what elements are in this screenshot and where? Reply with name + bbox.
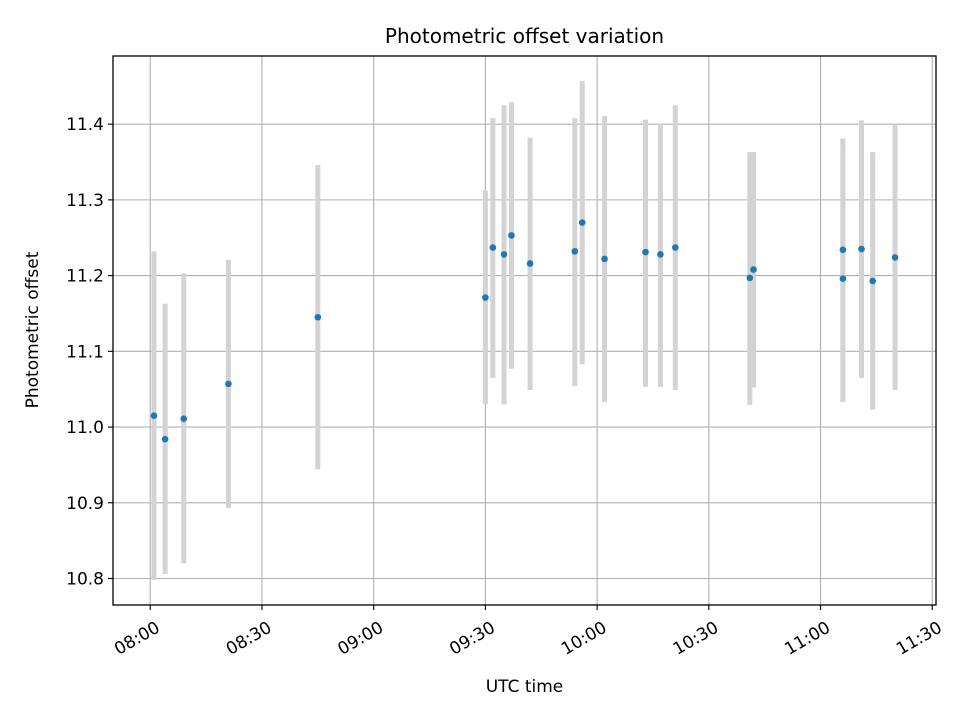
y-axis-label: Photometric offset [23,251,43,408]
data-point [657,251,664,258]
data-point [180,415,188,423]
data-point [746,274,754,282]
data-point [891,254,899,261]
x-axis-label: UTC time [486,677,564,697]
data-point [839,246,847,254]
y-axis: 10.8 10.9 11.0 11.1 11.2 11.3 11.4 [66,115,113,589]
data-point [482,294,489,301]
data-point [672,244,679,251]
y-tick-label: 11.2 [66,267,104,287]
chart-title: Photometric offset variation [385,24,664,48]
data-point [858,245,865,253]
y-tick-label: 11.1 [66,342,104,362]
grid [113,56,936,605]
data-point [750,266,757,273]
data-point [508,232,515,239]
data-point [225,380,232,388]
data-point [839,275,847,282]
data-point [150,412,158,419]
data-point [489,244,497,251]
data-point [578,219,586,226]
data-point [571,248,579,255]
y-tick-label: 11.3 [66,191,104,211]
data-point [642,248,649,256]
data-point [161,435,169,443]
y-tick-label: 11.0 [66,418,104,438]
plot-frame [112,55,937,606]
y-tick-label: 10.8 [66,569,104,589]
y-tick-label: 11.4 [66,115,104,135]
data-point [869,277,876,285]
data-point [500,251,508,258]
data-point [314,313,322,321]
data-points [150,219,899,443]
data-point [601,255,608,263]
data-point [526,260,534,267]
y-tick-label: 10.9 [66,494,104,514]
